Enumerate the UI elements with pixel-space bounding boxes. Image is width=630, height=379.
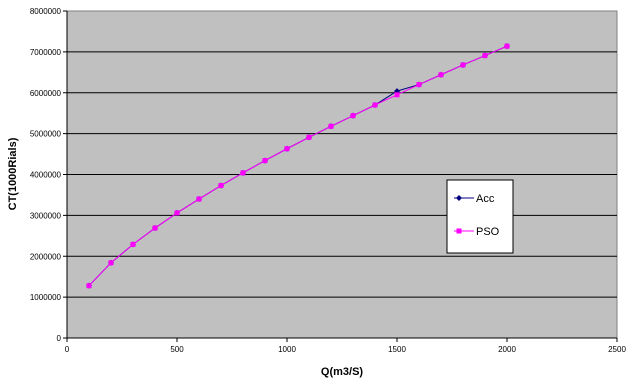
data-point-pso bbox=[504, 43, 510, 49]
data-point-pso bbox=[262, 158, 268, 164]
y-axis-ticks: 0 1000000 2000000 3000000 4000000 5000000 6000… bbox=[30, 7, 68, 343]
data-point-pso bbox=[372, 102, 378, 108]
data-point-pso bbox=[394, 92, 400, 98]
data-point-pso bbox=[152, 225, 158, 231]
x-tick-label: 2500 bbox=[608, 345, 626, 354]
y-tick-label: 5000000 bbox=[30, 130, 62, 139]
legend-label-pso: PSO bbox=[476, 226, 500, 238]
legend-box bbox=[446, 179, 514, 254]
y-axis-title: CT(1000Rials) bbox=[7, 137, 19, 210]
x-axis-title: Q(m3/S) bbox=[321, 366, 364, 378]
data-point-pso bbox=[130, 241, 136, 247]
data-point-pso bbox=[416, 82, 422, 88]
data-point-pso bbox=[108, 260, 114, 266]
y-tick-label: 7000000 bbox=[30, 48, 62, 57]
legend-label-acc: Acc bbox=[476, 193, 495, 205]
y-tick-label: 6000000 bbox=[30, 89, 62, 98]
y-tick-label: 4000000 bbox=[30, 171, 62, 180]
gridlines bbox=[67, 51, 617, 298]
data-point-pso bbox=[284, 146, 290, 152]
data-point-pso bbox=[438, 72, 444, 78]
data-point-pso bbox=[328, 123, 334, 129]
y-tick-label: 3000000 bbox=[30, 211, 62, 220]
x-tick-label: 500 bbox=[170, 345, 184, 354]
data-point-pso bbox=[174, 210, 180, 216]
data-point-pso bbox=[240, 170, 246, 176]
data-point-pso bbox=[482, 53, 488, 59]
x-tick-label: 1000 bbox=[278, 345, 296, 354]
data-point-pso bbox=[196, 196, 202, 202]
data-series bbox=[86, 43, 510, 289]
x-axis-ticks: 0 500 1000 1500 2000 2500 bbox=[65, 337, 626, 354]
legend-marker-pso bbox=[456, 228, 462, 234]
data-point-pso bbox=[306, 134, 312, 140]
data-point-pso bbox=[350, 113, 356, 119]
y-tick-label: 2000000 bbox=[30, 252, 62, 261]
data-point-pso bbox=[460, 62, 466, 68]
x-tick-label: 0 bbox=[65, 345, 70, 354]
series-line-pso bbox=[88, 45, 508, 287]
x-tick-label: 2000 bbox=[498, 345, 516, 354]
y-tick-label: 1000000 bbox=[30, 293, 62, 302]
y-tick-label: 8000000 bbox=[30, 7, 62, 16]
data-point-pso bbox=[86, 283, 92, 289]
data-point-pso bbox=[218, 183, 224, 189]
y-tick-label: 0 bbox=[57, 334, 62, 343]
x-tick-label: 1500 bbox=[388, 345, 406, 354]
legend: Acc PSO bbox=[446, 179, 514, 254]
legend-marker-acc bbox=[456, 195, 462, 201]
